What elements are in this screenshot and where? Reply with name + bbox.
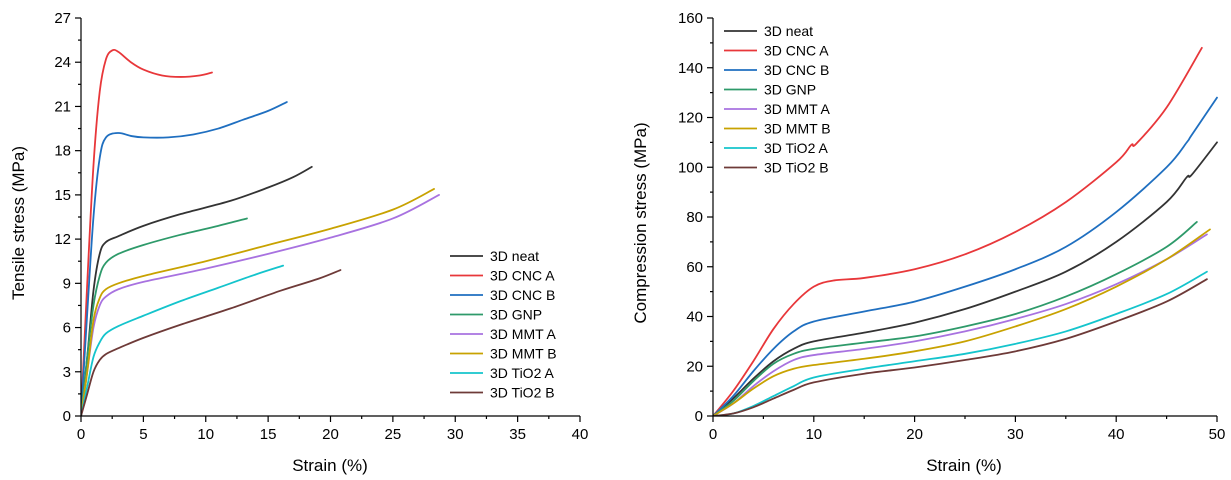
series-line-3d-tio2-b: [713, 278, 1208, 416]
series-group: [81, 48, 440, 416]
y-axis-title: Tensile stress (MPa): [9, 146, 28, 300]
legend-label: 3D CNC B: [490, 287, 555, 303]
x-tick-label: 10: [805, 426, 822, 443]
legend-label: 3D TiO2 A: [764, 140, 828, 156]
series-line-3d-cnc-a: [81, 48, 213, 416]
y-tick-label: 27: [54, 10, 71, 27]
legend-label: 3D TiO2 A: [490, 365, 554, 381]
tensile-chart: Tensile stress (MPa) Strain (%) 0 5 10 15 20…: [9, 10, 588, 475]
series-group: [713, 46, 1218, 416]
series-line-3d-tio2-b: [81, 269, 342, 416]
y-tick-label: 6: [63, 320, 71, 337]
series-line-3d-mmt-a: [713, 233, 1208, 416]
legend-label: 3D GNP: [764, 82, 816, 98]
x-tick-label: 0: [709, 426, 717, 443]
series-line-3d-cnc-b: [713, 96, 1218, 416]
x-tick-label: 30: [447, 426, 464, 443]
x-tick-label: 5: [139, 426, 147, 443]
legend-label: 3D CNC A: [764, 43, 829, 59]
legend-label: 3D MMT B: [490, 346, 557, 362]
legend: 3D neat 3D CNC A 3D CNC B 3D GNP 3D MMT A 3D …: [724, 23, 831, 176]
y-tick-label: 0: [695, 408, 703, 425]
y-axis-title: Compression stress (MPa): [631, 122, 650, 323]
x-tick-label: 40: [1108, 426, 1125, 443]
legend-label: 3D neat: [490, 248, 539, 264]
x-tick-label: 20: [322, 426, 339, 443]
y-tick-label: 9: [63, 275, 71, 292]
x-axis-title: Strain (%): [926, 456, 1002, 475]
legend-label: 3D MMT A: [490, 326, 557, 342]
x-tick-label: 25: [385, 426, 402, 443]
x-tick-label: 20: [906, 426, 923, 443]
series-line-3d-gnp: [81, 217, 248, 416]
y-tick-label: 20: [686, 358, 703, 375]
y-tick-label: 3: [63, 364, 71, 381]
x-tick-label: 30: [1007, 426, 1024, 443]
legend-label: 3D MMT B: [764, 121, 831, 137]
series-line-3d-neat: [713, 141, 1218, 416]
y-tick-label: 21: [54, 98, 71, 115]
legend-label: 3D GNP: [490, 307, 542, 323]
y-tick-label: 12: [54, 231, 71, 248]
y-tick-label: 40: [686, 309, 703, 326]
y-tick-label: 100: [678, 159, 703, 176]
y-tick-label: 120: [678, 110, 703, 127]
series-line-3d-tio2-a: [713, 270, 1208, 416]
legend-label: 3D neat: [764, 23, 813, 39]
legend: 3D neat 3D CNC A 3D CNC B 3D GNP 3D MMT A 3D …: [450, 248, 557, 401]
x-tick-label: 10: [197, 426, 214, 443]
series-line-3d-tio2-a: [81, 264, 284, 416]
y-tick-label: 80: [686, 209, 703, 226]
series-line-3d-cnc-b: [81, 101, 288, 416]
series-line-3d-gnp: [713, 221, 1198, 416]
y-tick-label: 15: [54, 187, 71, 204]
legend-label: 3D CNC B: [764, 62, 829, 78]
x-tick-label: 40: [572, 426, 589, 443]
legend-label: 3D CNC A: [490, 268, 555, 284]
x-tick-label: 15: [260, 426, 277, 443]
compression-chart: Compression stress (MPa) Strain (%) 0 10 2…: [631, 10, 1225, 475]
x-tick-label: 35: [509, 426, 526, 443]
legend-label: 3D MMT A: [764, 101, 831, 117]
legend-label: 3D TiO2 B: [764, 160, 829, 176]
series-line-3d-cnc-a: [713, 46, 1203, 416]
y-tick-label: 160: [678, 10, 703, 27]
series-line-3d-mmt-b: [713, 228, 1211, 416]
y-tick-label: 0: [63, 408, 71, 425]
series-line-3d-mmt-a: [81, 193, 440, 416]
series-line-3d-mmt-b: [81, 188, 435, 416]
legend-label: 3D TiO2 B: [490, 385, 555, 401]
y-tick-label: 140: [678, 60, 703, 77]
x-axis-title: Strain (%): [292, 456, 368, 475]
y-tick-label: 60: [686, 259, 703, 276]
series-line-3d-neat: [81, 165, 313, 416]
x-tick-label: 0: [77, 426, 85, 443]
y-tick-label: 24: [54, 54, 71, 71]
x-tick-label: 50: [1209, 426, 1226, 443]
y-tick-label: 18: [54, 143, 71, 160]
